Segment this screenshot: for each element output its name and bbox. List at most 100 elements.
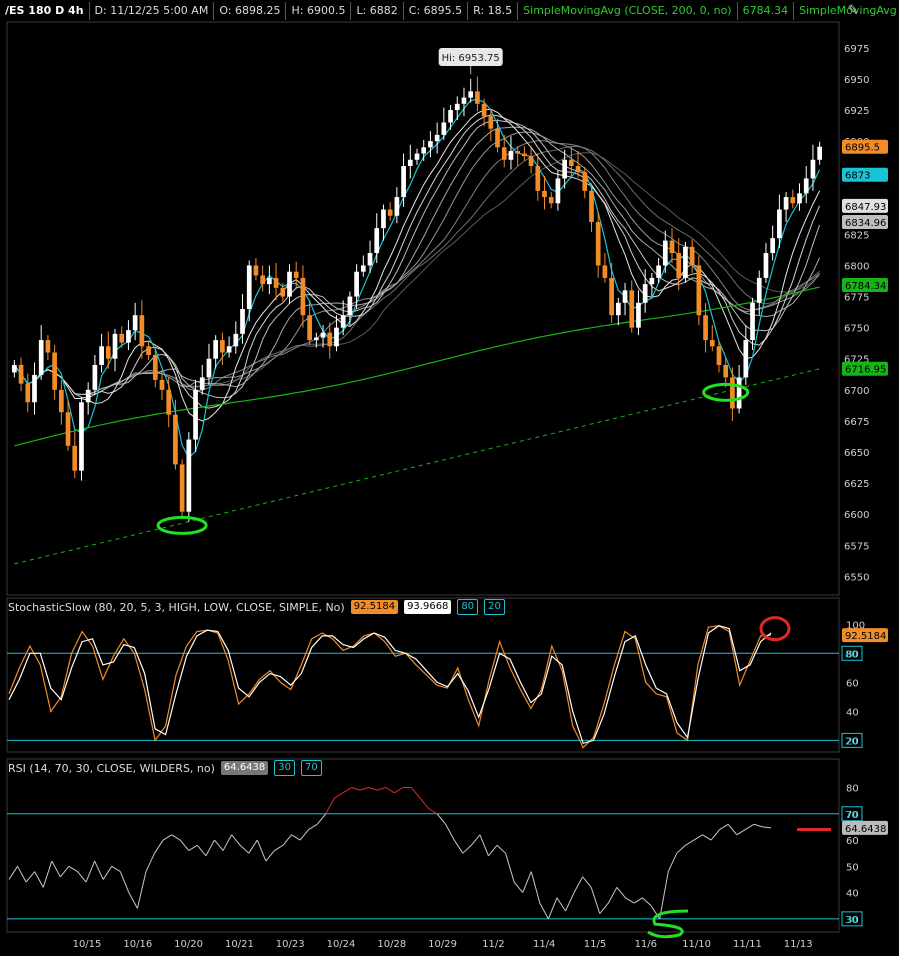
bar-range: R: 18.5 <box>468 2 519 20</box>
candle-body <box>428 141 433 148</box>
rsi-line-segment <box>505 853 515 883</box>
candle-body <box>696 265 702 316</box>
rsi-line-segment <box>282 834 292 846</box>
rsi-line-segment <box>145 852 156 872</box>
rsi-line-segment <box>34 871 44 888</box>
rsi-line-segment <box>419 797 429 809</box>
stoch-name[interactable]: StochasticSlow (80, 20, 5, 3, HIGH, LOW,… <box>8 600 345 614</box>
price-tick-label: 6575 <box>844 541 869 552</box>
rsi-line-segment <box>136 871 147 909</box>
sma-long-dashed-line <box>14 368 820 565</box>
rsi-line-segment <box>573 876 584 893</box>
rsi-line-segment <box>394 787 404 794</box>
candle-body <box>58 389 64 413</box>
marker-circle <box>702 382 750 402</box>
candle-body <box>649 277 655 285</box>
date-tick-label: 10/24 <box>327 939 356 950</box>
candle-body <box>602 265 608 278</box>
candle-body <box>199 377 205 390</box>
rsi-ob: 70 <box>301 760 322 776</box>
rsi-line-segment <box>325 797 335 815</box>
rsi-line-segment <box>719 823 729 830</box>
rsi-line-segment <box>702 834 712 841</box>
date-tick-label: 10/15 <box>73 939 102 950</box>
candle-body <box>461 97 467 104</box>
stoch-d-value: 93.9668 <box>404 600 452 614</box>
candle-body <box>72 445 78 471</box>
rsi-line-segment <box>411 787 421 799</box>
candle-body <box>139 315 145 347</box>
candle-body <box>555 178 561 204</box>
marker-circle <box>156 515 208 535</box>
candle-body <box>186 439 192 512</box>
candle-body <box>126 330 131 343</box>
candle-body <box>676 253 682 278</box>
date-tick-label: 11/10 <box>682 939 711 950</box>
rsi-line-segment <box>428 808 438 815</box>
candle-body <box>770 238 776 254</box>
candle-body <box>173 414 178 465</box>
rsi-line-segment <box>154 839 164 854</box>
price-tick-label: 6650 <box>844 448 869 459</box>
candle-body <box>52 352 57 390</box>
candle-body <box>629 290 635 328</box>
candle-body <box>387 209 393 216</box>
candle-body <box>756 277 762 303</box>
rsi-line-segment <box>274 844 284 851</box>
rsi-line-segment <box>479 834 489 857</box>
price-badge <box>842 277 888 292</box>
rsi-tick-label: 40 <box>846 889 859 900</box>
candle-body <box>622 290 628 303</box>
candle-body <box>313 337 319 341</box>
stoch-k-value: 92.5184 <box>350 600 399 614</box>
bar-close: C: 6895.5 <box>404 2 469 20</box>
candle-body <box>716 346 722 365</box>
candle-body <box>65 412 71 446</box>
candle-body <box>441 122 447 135</box>
rsi-line-segment <box>265 850 275 862</box>
candle-body <box>18 364 24 384</box>
marker-scribble <box>647 909 689 939</box>
price-tick-label: 6800 <box>844 261 869 272</box>
candle-body <box>568 159 574 166</box>
candle-body <box>515 151 521 154</box>
candle-body <box>730 377 735 409</box>
rsi-line-segment <box>334 792 344 799</box>
stoch-value-badge-label: 92.5184 <box>845 631 886 642</box>
candle-body <box>38 340 44 375</box>
stoch-tick-label: 100 <box>846 620 865 631</box>
symbol-label[interactable]: /ES 180 D 4h <box>0 2 90 20</box>
rsi-line-segment <box>214 839 224 851</box>
candle-body <box>394 197 400 216</box>
candle-body <box>246 265 252 309</box>
rsi-value: 64.6438 <box>220 761 269 775</box>
date-tick-label: 11/11 <box>733 939 762 950</box>
rsi-line-segment <box>179 839 190 851</box>
sma1-label[interactable]: SimpleMovingAvg (CLOSE, 200, 0, no) <box>518 2 738 20</box>
stoch-line-slowd <box>8 625 772 745</box>
sma-200-line <box>14 286 820 447</box>
candle-body <box>421 147 427 154</box>
stoch-tick-label: 20 <box>846 736 859 747</box>
rsi-name[interactable]: RSI (14, 70, 30, CLOSE, WILDERS, no) <box>8 761 215 775</box>
candle-body <box>595 221 601 266</box>
candle-body <box>320 332 326 338</box>
candle-body <box>803 178 809 194</box>
panel-frame <box>6 758 840 933</box>
date-tick-label: 11/13 <box>784 939 813 950</box>
candle-body <box>260 275 266 285</box>
rsi-line-segment <box>25 871 36 883</box>
candle-body <box>220 340 225 353</box>
candle-body <box>360 265 366 272</box>
price-badge <box>842 139 888 154</box>
rsi-line-segment <box>239 844 250 854</box>
candle-body <box>562 159 567 179</box>
sma2-label[interactable]: SimpleMovingAvg ... <box>794 2 899 20</box>
draw-tool-icon[interactable]: ✎ <box>847 3 859 18</box>
candle-body <box>166 389 172 415</box>
rsi-line-segment <box>68 865 78 873</box>
rsi-legend: RSI (14, 70, 30, CLOSE, WILDERS, no) 64.… <box>8 759 328 777</box>
candle-body <box>367 253 373 266</box>
hi-annotation-box <box>438 48 503 66</box>
bar-high: H: 6900.5 <box>286 2 352 20</box>
